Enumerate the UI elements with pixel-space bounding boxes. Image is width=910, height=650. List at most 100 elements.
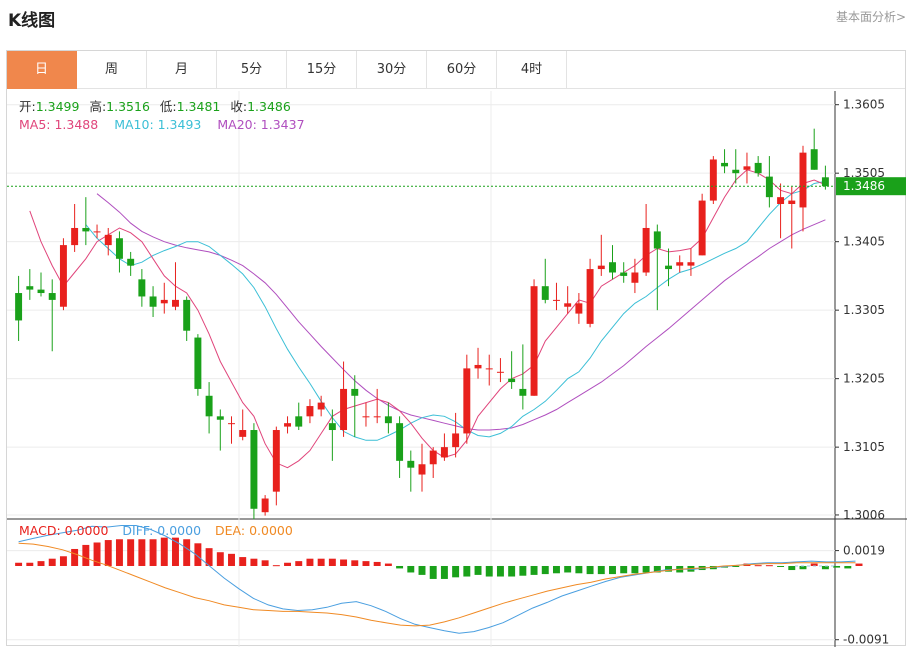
candle-body xyxy=(765,176,773,198)
fundamental-analysis-link[interactable]: 基本面分析> xyxy=(835,10,906,24)
candlesticks xyxy=(15,128,829,520)
macd-bar xyxy=(485,565,493,577)
diff-value: DIFF: 0.0000 xyxy=(122,523,201,538)
low-label: 低: xyxy=(160,99,177,114)
candle-body xyxy=(552,299,560,301)
kline-chart[interactable]: 1.3605 1.3505 1.3405 1.3305 1.3205 1.3105 1.30… xyxy=(7,51,907,647)
macd-bar xyxy=(48,558,56,566)
candle-body xyxy=(541,286,549,300)
macd-bar xyxy=(160,537,168,566)
tab-60min[interactable]: 60分 xyxy=(427,51,497,89)
macd-bar xyxy=(821,565,829,570)
macd-bar xyxy=(799,565,807,570)
candle-body xyxy=(284,423,292,427)
tab-day[interactable]: 日 xyxy=(7,51,77,89)
candle-body xyxy=(59,245,67,307)
page-title: K线图 xyxy=(8,11,56,31)
candle-body xyxy=(429,450,437,465)
ma10-line xyxy=(85,180,826,441)
candle-body xyxy=(384,416,392,424)
candle-body xyxy=(653,231,661,249)
candle-body xyxy=(418,464,426,475)
macd-bar xyxy=(429,565,437,579)
candle-body xyxy=(93,231,101,233)
candle-body xyxy=(216,416,224,420)
candle-body xyxy=(620,272,628,276)
candle-body xyxy=(642,227,650,273)
macd-bar xyxy=(362,561,370,566)
candle-body xyxy=(732,169,740,174)
macd-bar xyxy=(463,565,471,577)
candle-body xyxy=(26,286,34,290)
candle-body xyxy=(474,364,482,369)
tab-15min[interactable]: 15分 xyxy=(287,51,357,89)
candle-body xyxy=(138,279,146,297)
macd-bar xyxy=(93,542,101,566)
candle-body xyxy=(317,402,325,410)
candle-body xyxy=(485,368,493,370)
price-tick-label: 1.3105 xyxy=(843,440,885,454)
macd-bar xyxy=(261,560,269,566)
macd-bar xyxy=(552,565,560,574)
kline-panel: 日 周 月 5分 15分 30分 60分 4时 1.3605 1.3505 1.34… xyxy=(6,50,907,647)
price-tick-label: 1.3405 xyxy=(843,235,885,249)
candle-body xyxy=(48,293,56,300)
candle-body xyxy=(396,423,404,461)
high-value: 1.3516 xyxy=(106,99,150,114)
candle-body xyxy=(351,388,359,396)
macd-bar xyxy=(295,561,303,566)
macd-bar xyxy=(15,562,23,566)
tab-4h[interactable]: 4时 xyxy=(497,51,567,89)
tab-5min[interactable]: 5分 xyxy=(217,51,287,89)
macd-bar xyxy=(597,565,605,575)
macd-bar xyxy=(519,565,527,576)
macd-bar xyxy=(26,562,34,566)
macd-bar xyxy=(127,539,135,566)
candle-body xyxy=(754,162,762,174)
macd-bar xyxy=(194,543,202,566)
macd-bar xyxy=(653,565,661,573)
tab-30min[interactable]: 30分 xyxy=(357,51,427,89)
candle-body xyxy=(183,299,191,331)
macd-bar xyxy=(855,563,863,566)
macd-bar xyxy=(37,561,45,566)
last-price-value: 1.3486 xyxy=(843,179,885,193)
price-tick-label: 1.3305 xyxy=(843,303,885,317)
macd-bar xyxy=(642,565,650,573)
macd-bar xyxy=(306,558,314,566)
candle-body xyxy=(306,406,314,417)
candle-body xyxy=(340,388,348,431)
dea-value: DEA: 0.0000 xyxy=(215,523,293,538)
macd-bar xyxy=(138,539,146,566)
candle-body xyxy=(665,265,672,270)
ohlc-legend: 开:1.3499 高:1.3516 低:1.3481 收:1.3486 xyxy=(19,99,291,114)
macd-bar xyxy=(844,565,852,569)
tab-week[interactable]: 周 xyxy=(77,51,147,89)
candle-body xyxy=(82,227,90,232)
moving-average-lines xyxy=(29,169,826,469)
close-value: 1.3486 xyxy=(247,99,291,114)
candle-body xyxy=(788,200,796,205)
macd-bar xyxy=(351,560,359,566)
macd-bar xyxy=(810,563,818,566)
candle-body xyxy=(104,234,112,246)
last-price-tag xyxy=(836,177,906,196)
macd-bar xyxy=(754,565,762,567)
dea-line xyxy=(18,542,856,627)
macd-bar xyxy=(228,553,235,566)
candle-body xyxy=(586,269,594,324)
candle-body xyxy=(508,378,516,383)
candle-body xyxy=(328,423,336,431)
macd-bar xyxy=(609,565,616,575)
candle-body xyxy=(160,299,168,304)
tab-month[interactable]: 月 xyxy=(147,51,217,89)
close-label: 收: xyxy=(230,99,247,114)
low-value: 1.3481 xyxy=(177,99,221,114)
macd-bar xyxy=(631,565,639,574)
high-label: 高: xyxy=(89,99,106,114)
candle-body xyxy=(810,149,818,170)
macd-bar xyxy=(440,565,448,579)
candle-body xyxy=(821,177,829,187)
ma-legend: MA5: 1.3488 MA10: 1.3493 MA20: 1.3437 xyxy=(19,117,305,132)
open-value: 1.3499 xyxy=(36,99,80,114)
